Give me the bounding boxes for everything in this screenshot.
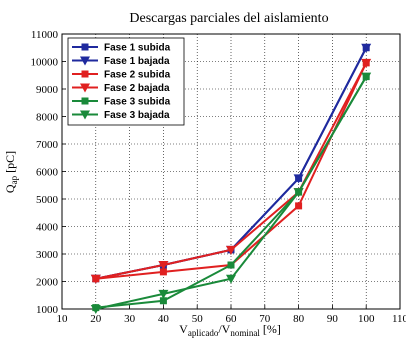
x-tick-label: 100 (358, 313, 375, 325)
legend-entry: Fase 3 bajada (72, 110, 170, 121)
data-point (361, 72, 372, 82)
y-axis-label-unit: [pC] (3, 151, 17, 176)
legend-marker (81, 70, 89, 78)
legend-label: Fase 3 subida (104, 97, 171, 108)
y-tick-label: 2000 (36, 277, 59, 289)
x-tick-label: 30 (124, 313, 136, 325)
legend-label: Fase 1 bajada (104, 56, 170, 67)
data-point (159, 268, 167, 276)
y-tick-labels: 1000 2000 3000 4000 5000 6000 7000 8000 9000 1000… (31, 29, 59, 316)
y-tick-label: 4000 (36, 222, 59, 234)
x-tick-labels: 10 20 30 40 50 60 70 80 90 100 110 (57, 313, 406, 325)
x-tick-label: 90 (327, 313, 339, 325)
series-layer (90, 43, 372, 314)
y-tick-label: 6000 (36, 167, 59, 179)
data-point (293, 174, 304, 184)
y-tick-label: 8000 (36, 112, 59, 124)
y-tick-label: 7000 (36, 139, 59, 151)
x-axis-label-sub1: aplicado (188, 328, 219, 338)
x-tick-label: 60 (226, 313, 238, 325)
x-axis-label: Vaplicado/Vnominal [%] (179, 322, 281, 338)
x-axis-label-unit: [%] (260, 322, 281, 336)
x-tick-label: 10 (57, 313, 69, 325)
legend-label: Fase 1 subida (104, 43, 171, 54)
x-tick-label: 20 (90, 313, 102, 325)
data-point (293, 188, 304, 198)
legend-marker (80, 56, 90, 66)
legend-entry: Fase 3 subida (72, 97, 171, 108)
data-point (158, 261, 169, 270)
plot-area-frame (61, 33, 401, 310)
legend-marker (81, 97, 89, 105)
y-tick-label: 1000 (36, 304, 59, 316)
legend-marker (80, 110, 90, 120)
x-axis-label-main: V (179, 322, 188, 336)
data-point (90, 274, 101, 284)
y-tick-label: 9000 (36, 84, 59, 96)
x-tick-label: 70 (259, 313, 271, 325)
series-6 (90, 72, 372, 314)
x-tick-label: 80 (293, 313, 305, 325)
y-axis-label: Qap [pC] (3, 151, 19, 193)
y-tick-label: 10000 (31, 57, 59, 69)
data-point (90, 305, 101, 314)
legend-entry: Fase 1 subida (72, 43, 171, 54)
legend-label: Fase 2 subida (104, 70, 171, 81)
data-point (158, 289, 169, 299)
chart-title: Descargas parciales del aislamiento (129, 11, 328, 26)
x-axis-label-sub2: nominal (230, 328, 260, 338)
data-point (159, 297, 167, 305)
data-point (361, 58, 372, 68)
data-point (361, 43, 372, 53)
y-tick-label: 3000 (36, 249, 59, 261)
legend-entry: Fase 1 bajada (72, 56, 170, 67)
y-tick-label: 5000 (36, 194, 59, 206)
data-point (226, 274, 236, 284)
legend-entry: Fase 2 subida (72, 70, 171, 81)
legend-label: Fase 2 bajada (104, 83, 170, 94)
data-point (227, 261, 235, 269)
y-axis-label-main: Q (3, 184, 17, 193)
legend: Fase 1 subida Fase 1 bajada Fase 2 subida F… (67, 37, 185, 126)
legend-label: Fase 3 bajada (104, 110, 170, 121)
y-tick-label: 11000 (31, 29, 59, 41)
data-point (226, 245, 236, 255)
y-axis-label-sub: ap (9, 175, 19, 184)
x-tick-label: 110 (392, 313, 406, 325)
legend-marker (81, 43, 89, 51)
data-point (295, 202, 303, 210)
x-axis-label-sep: /V (218, 322, 230, 336)
legend-entry: Fase 2 bajada (72, 83, 170, 94)
legend-marker (80, 83, 90, 93)
x-tick-label: 40 (158, 313, 170, 325)
x-tick-label: 50 (192, 313, 204, 325)
